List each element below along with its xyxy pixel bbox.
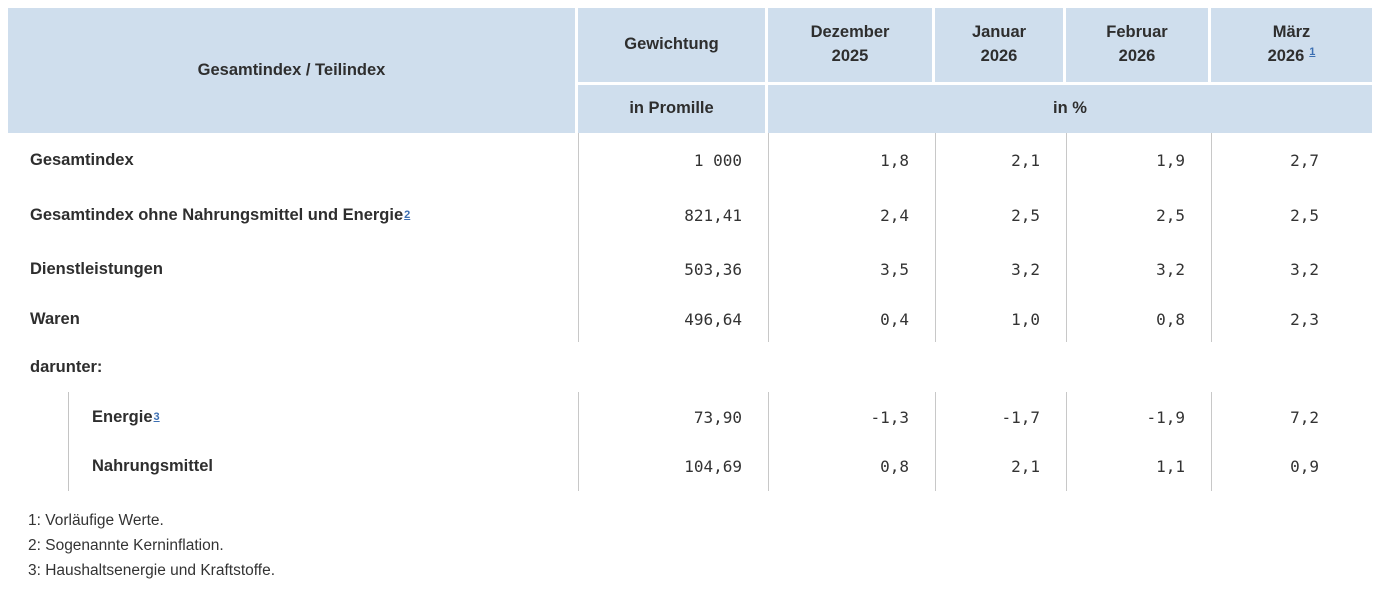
- value-cell: 2,1: [935, 442, 1066, 491]
- footnotes: 1: Vorläufige Werte. 2: Sogenannte Kerni…: [28, 508, 1378, 583]
- section-label-darunter: darunter:: [8, 342, 1375, 392]
- month-name: März: [1272, 23, 1311, 42]
- value-cell: 7,2: [1211, 392, 1375, 442]
- footnote-1: 1: Vorläufige Werte.: [28, 512, 164, 529]
- footnote-ref-link[interactable]: 1: [1309, 45, 1316, 58]
- footnote-3: 3: Haushaltsenergie und Kraftstoffe.: [28, 562, 276, 579]
- row-label-text: Dienstleistungen: [30, 259, 163, 278]
- weight-cell: 73,90: [578, 392, 768, 442]
- table-grid: Gesamtindex / Teilindex Gewichtung Dezem…: [8, 8, 1375, 491]
- value-cell: 1,1: [1066, 442, 1211, 491]
- row-label-text: Energie: [92, 407, 153, 426]
- value-cell: 3,2: [935, 242, 1066, 296]
- value-cell: 1,8: [768, 133, 935, 188]
- section-label-text: darunter:: [30, 357, 103, 376]
- weight-cell: 821,41: [578, 188, 768, 242]
- indent-line: [68, 392, 69, 442]
- value-cell: 2,7: [1211, 133, 1375, 188]
- value-cell: 2,5: [1211, 188, 1375, 242]
- column-header-maerz-2026: März 2026 1: [1211, 8, 1375, 85]
- month-name: Januar: [971, 23, 1027, 42]
- value-cell: 2,3: [1211, 296, 1375, 342]
- value-cell: 0,8: [768, 442, 935, 491]
- indent-line: [68, 442, 69, 491]
- value-cell: 2,5: [1066, 188, 1211, 242]
- month-year: 2026: [1118, 47, 1156, 65]
- month-name: Dezember: [810, 23, 890, 42]
- value-cell: 2,1: [935, 133, 1066, 188]
- row-label-text: Waren: [30, 309, 80, 328]
- value-cell: 2,5: [935, 188, 1066, 242]
- row-label-nahrungsmittel: Nahrungsmittel: [8, 442, 578, 491]
- column-header-gewichtung: Gewichtung: [578, 8, 768, 85]
- month-name: Februar: [1106, 23, 1168, 42]
- value-cell: -1,7: [935, 392, 1066, 442]
- row-label-text: Gesamtindex: [30, 151, 134, 169]
- promille-label: in Promille: [629, 99, 714, 118]
- value-cell: 2,4: [768, 188, 935, 242]
- percent-label: in %: [1053, 99, 1087, 118]
- value-cell: 3,2: [1066, 242, 1211, 296]
- month-year: 2025: [831, 47, 869, 65]
- unit-header-promille: in Promille: [578, 85, 768, 133]
- weight-cell: 104,69: [578, 442, 768, 491]
- corner-header: Gesamtindex / Teilindex: [8, 8, 578, 133]
- value-cell: 3,5: [768, 242, 935, 296]
- row-label-energie: Energie 3: [8, 392, 578, 442]
- column-header-dezember-2025: Dezember 2025: [768, 8, 935, 85]
- row-label-text: Gesamtindex ohne Nahrungsmittel und Ener…: [30, 205, 404, 224]
- column-header-februar-2026: Februar 2026: [1066, 8, 1211, 85]
- value-cell: 1,0: [935, 296, 1066, 342]
- row-label-gesamtindex: Gesamtindex: [8, 133, 578, 188]
- value-cell: 1,9: [1066, 133, 1211, 188]
- footnote-2: 2: Sogenannte Kerninflation.: [28, 537, 224, 554]
- column-header-januar-2026: Januar 2026: [935, 8, 1066, 85]
- month-year: 2026: [980, 47, 1018, 65]
- value-cell: 0,4: [768, 296, 935, 342]
- value-cell: -1,9: [1066, 392, 1211, 442]
- weight-cell: 1 000: [578, 133, 768, 188]
- row-label-waren: Waren: [8, 296, 578, 342]
- value-cell: -1,3: [768, 392, 935, 442]
- row-label-kernindex: Gesamtindex ohne Nahrungsmittel und Ener…: [30, 205, 411, 224]
- value-cell: 0,9: [1211, 442, 1375, 491]
- row-label-text: Nahrungsmittel: [92, 457, 214, 475]
- value-cell: 3,2: [1211, 242, 1375, 296]
- month-year: 2026: [1267, 47, 1305, 65]
- corner-header-label: Gesamtindex / Teilindex: [197, 60, 386, 79]
- weight-cell: 496,64: [578, 296, 768, 342]
- gewichtung-label: Gewichtung: [624, 35, 719, 54]
- unit-header-percent: in %: [768, 85, 1375, 133]
- price-index-table: Gesamtindex / Teilindex Gewichtung Dezem…: [8, 8, 1375, 491]
- weight-cell: 503,36: [578, 242, 768, 296]
- row-label-dienstleistungen: Dienstleistungen: [8, 242, 578, 296]
- value-cell: 0,8: [1066, 296, 1211, 342]
